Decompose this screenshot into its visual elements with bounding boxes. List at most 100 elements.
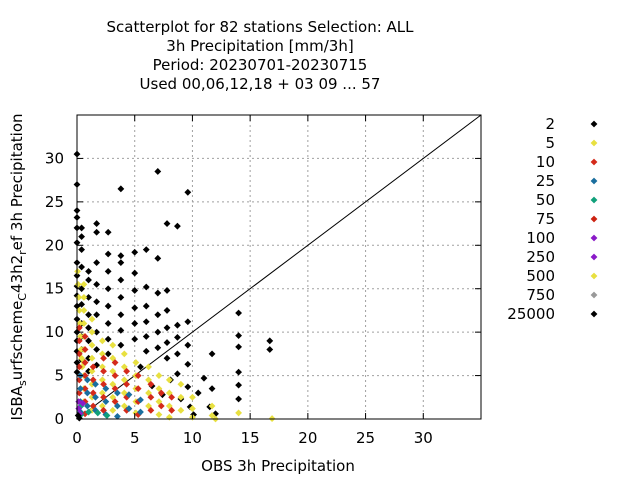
data-point bbox=[208, 412, 216, 419]
data-point bbox=[75, 337, 83, 345]
data-point bbox=[88, 380, 96, 388]
data-point bbox=[85, 276, 92, 284]
x-tick-label: 15 bbox=[241, 429, 260, 447]
data-point bbox=[81, 333, 89, 340]
data-point bbox=[75, 389, 83, 397]
data-point bbox=[88, 341, 96, 349]
data-point bbox=[117, 276, 125, 284]
data-point bbox=[194, 389, 202, 397]
data-point bbox=[123, 406, 131, 414]
data-point bbox=[83, 389, 91, 397]
data-point bbox=[109, 380, 117, 388]
data-point bbox=[184, 341, 192, 349]
data-point bbox=[92, 393, 99, 401]
data-point bbox=[75, 324, 83, 332]
y-axis-ticks: 0 5 10 15 20 25 30 bbox=[45, 149, 481, 428]
x-tick-label: 5 bbox=[130, 429, 140, 447]
data-point bbox=[75, 414, 83, 422]
legend-marker bbox=[590, 310, 598, 318]
data-point bbox=[102, 398, 110, 406]
legend-label: 5 bbox=[545, 134, 555, 152]
data-points bbox=[73, 150, 276, 423]
legend-marker bbox=[590, 291, 598, 299]
data-point bbox=[85, 337, 92, 345]
data-point bbox=[208, 385, 216, 392]
data-point bbox=[125, 391, 133, 399]
data-point bbox=[89, 402, 97, 410]
data-point bbox=[145, 363, 152, 371]
x-tick-label: 30 bbox=[414, 429, 433, 447]
data-point bbox=[142, 302, 150, 310]
y-axis-label: ISBAsurfschemeC43h2ref 3h Precipitation bbox=[8, 113, 29, 420]
data-point bbox=[93, 220, 101, 227]
data-point bbox=[134, 372, 142, 379]
data-point bbox=[76, 410, 84, 418]
data-point bbox=[81, 346, 89, 353]
data-point bbox=[189, 393, 196, 401]
data-point bbox=[88, 328, 96, 336]
legend-marker bbox=[590, 177, 598, 185]
data-point bbox=[163, 339, 171, 346]
data-point bbox=[155, 372, 163, 379]
data-point bbox=[117, 341, 125, 349]
data-point bbox=[235, 409, 242, 417]
data-point bbox=[174, 370, 181, 378]
data-point bbox=[189, 405, 196, 412]
data-point bbox=[109, 393, 117, 401]
legend-label: 25 bbox=[536, 172, 555, 190]
data-point bbox=[93, 361, 101, 369]
data-point bbox=[85, 367, 92, 375]
data-point bbox=[85, 267, 92, 275]
y-tick-label: 30 bbox=[45, 149, 64, 167]
data-point bbox=[235, 309, 242, 317]
data-point bbox=[165, 376, 173, 384]
data-point bbox=[78, 300, 86, 308]
data-point bbox=[165, 402, 173, 410]
data-point bbox=[80, 320, 88, 327]
data-point bbox=[235, 395, 242, 403]
data-point bbox=[80, 294, 88, 301]
data-point bbox=[163, 287, 171, 294]
x-axis-label: OBS 3h Precipitation bbox=[201, 457, 355, 475]
data-point bbox=[147, 406, 155, 414]
legend-entry: 10 bbox=[536, 153, 598, 171]
data-point bbox=[93, 228, 101, 236]
data-point bbox=[114, 402, 121, 410]
data-point bbox=[157, 402, 165, 410]
legend-label: 75 bbox=[536, 210, 555, 228]
data-point bbox=[77, 385, 84, 392]
data-point bbox=[165, 413, 173, 421]
data-point bbox=[75, 350, 83, 358]
data-point bbox=[142, 347, 150, 355]
legend-label: 25000 bbox=[507, 305, 555, 323]
data-point bbox=[212, 410, 219, 418]
legend-entry: 75 bbox=[536, 210, 598, 228]
data-point bbox=[131, 304, 139, 312]
data-point bbox=[117, 311, 125, 319]
legend-marker bbox=[590, 272, 598, 280]
data-point bbox=[88, 367, 96, 375]
x-tick-label: 0 bbox=[72, 429, 82, 447]
data-point bbox=[114, 389, 121, 397]
data-point bbox=[74, 267, 81, 275]
data-point bbox=[154, 328, 162, 336]
data-point bbox=[75, 307, 83, 314]
data-point bbox=[147, 393, 155, 401]
legend-entry: 250 bbox=[526, 248, 598, 266]
diagonal-line bbox=[76, 114, 482, 420]
data-point bbox=[78, 246, 86, 254]
data-point bbox=[98, 402, 106, 410]
legend-entry: 750 bbox=[526, 286, 598, 304]
y-tick-label: 0 bbox=[54, 410, 64, 428]
data-point bbox=[114, 412, 121, 420]
data-point bbox=[77, 402, 85, 410]
data-point bbox=[93, 298, 101, 306]
data-point bbox=[111, 372, 119, 379]
data-point bbox=[235, 381, 242, 389]
data-point bbox=[88, 354, 96, 362]
data-point bbox=[120, 402, 128, 410]
data-point bbox=[208, 402, 216, 410]
data-point bbox=[77, 333, 84, 340]
data-point bbox=[177, 406, 185, 414]
